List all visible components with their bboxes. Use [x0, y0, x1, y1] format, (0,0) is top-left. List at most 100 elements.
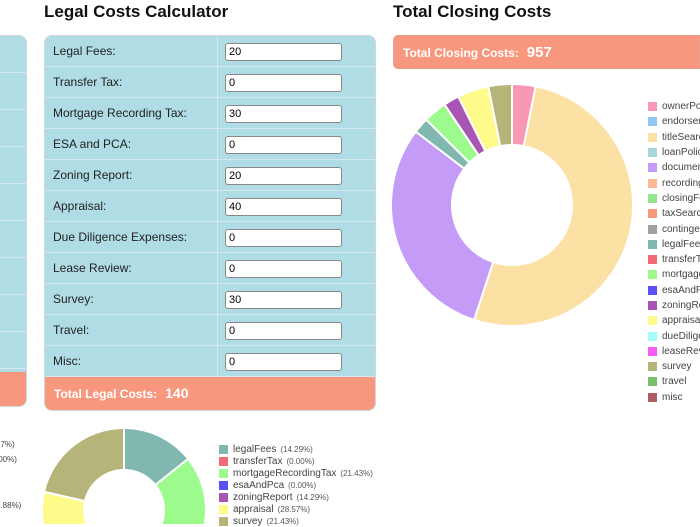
legend-percent: (14.29%): [296, 492, 329, 502]
legend-swatch: [648, 316, 657, 326]
legend-swatch: [648, 377, 657, 387]
legend-item[interactable]: travel: [648, 374, 700, 389]
calculator-title: Legal Costs Calculator: [44, 2, 229, 21]
donut-slice-documents[interactable]: [389, 130, 495, 322]
legend-swatch: [648, 285, 657, 295]
field-input[interactable]: [225, 74, 342, 92]
legend-item[interactable]: recordingFees: [648, 175, 700, 190]
legend-swatch: [648, 362, 657, 372]
left-partial-panel: [0, 35, 27, 407]
field-input[interactable]: [225, 353, 342, 371]
legend-swatch: [219, 468, 228, 478]
legend-item[interactable]: survey (21.43%): [219, 515, 373, 527]
field-input[interactable]: [225, 291, 342, 309]
legend-item[interactable]: contingency: [648, 221, 700, 236]
left-legend-partial: .00%): [0, 455, 17, 464]
field-input[interactable]: [225, 167, 342, 185]
closing-title: Total Closing Costs: [393, 2, 552, 21]
legend-label: travel: [662, 376, 687, 388]
field-row: Misc:: [45, 346, 375, 377]
legend-swatch: [648, 346, 657, 356]
legend-item[interactable]: closingFees: [648, 191, 700, 206]
total-legal-costs: Total Legal Costs: 140: [45, 377, 375, 410]
legend-swatch: [648, 392, 657, 402]
legend-percent: (14.29%): [280, 444, 313, 454]
legend-item[interactable]: endorsements: [648, 114, 700, 129]
field-label: Due Diligence Expenses:: [45, 222, 218, 252]
legend-swatch: [648, 178, 657, 188]
legend-percent: (21.43%): [266, 516, 299, 526]
legend-item[interactable]: transferTax: [648, 252, 700, 267]
field-label: Transfer Tax:: [45, 67, 218, 97]
legend-percent: (0.00%): [288, 480, 317, 490]
field-input[interactable]: [225, 322, 342, 340]
legend-item[interactable]: esaAndPca (0.00%): [219, 479, 373, 491]
legend-item[interactable]: esaAndPca: [648, 283, 700, 298]
field-label: ESA and PCA:: [45, 129, 218, 159]
field-input[interactable]: [225, 105, 342, 123]
legend-label: appraisal: [662, 315, 700, 327]
field-input[interactable]: [225, 260, 342, 278]
legend-item[interactable]: appraisal: [648, 313, 700, 328]
legend-swatch: [219, 516, 228, 526]
legend-item[interactable]: misc: [648, 390, 700, 405]
left-legend-partial: 67%): [0, 440, 15, 449]
legal-costs-calculator: Legal Fees:Transfer Tax:Mortgage Recordi…: [44, 35, 376, 411]
legend-label: transferTax: [662, 254, 700, 266]
legend-item[interactable]: legalFees: [648, 237, 700, 252]
legend-label: zoningReport: [662, 300, 700, 311]
legend-swatch: [648, 209, 657, 219]
field-row: ESA and PCA:: [45, 129, 375, 160]
donut-slice-survey[interactable]: [42, 426, 125, 503]
legend-item[interactable]: zoningReport (14.29%): [219, 491, 373, 503]
total-legal-costs-label: Total Legal Costs:: [54, 387, 158, 401]
legend-item[interactable]: mortgageRecordingTax (21.43%): [219, 467, 373, 479]
legend-item[interactable]: ownerPolicy: [648, 99, 700, 114]
legend-swatch: [219, 444, 228, 454]
legend-item[interactable]: taxSearch: [648, 206, 700, 221]
legend-swatch: [219, 504, 228, 514]
legend-swatch: [648, 163, 657, 173]
legend-item[interactable]: legalFees (14.29%): [219, 443, 373, 455]
legend-item[interactable]: leaseReview: [648, 344, 700, 359]
legend-label: taxSearch: [662, 208, 700, 220]
legend-item[interactable]: dueDiligenceExpenses: [648, 328, 700, 343]
legend-swatch: [648, 193, 657, 203]
legend-item[interactable]: documents: [648, 160, 700, 175]
field-row: Travel:: [45, 315, 375, 346]
legend-item[interactable]: zoningReport: [648, 298, 700, 313]
legend-item[interactable]: transferTax (0.00%): [219, 455, 373, 467]
legal-chart-legend: legalFees (14.29%) transferTax (0.00%) mortg…: [219, 443, 373, 527]
legend-label: documents: [662, 162, 700, 174]
legend-swatch: [648, 148, 657, 158]
legend-item[interactable]: loanPolicy: [648, 145, 700, 160]
legend-swatch: [648, 224, 657, 234]
field-input[interactable]: [225, 136, 342, 154]
field-label: Travel:: [45, 315, 218, 345]
left-partial-total: [0, 372, 26, 406]
legend-percent: (21.43%): [340, 468, 373, 478]
field-label: Mortgage Recording Tax:: [45, 98, 218, 128]
field-input[interactable]: [225, 198, 342, 216]
legend-item[interactable]: appraisal (28.57%): [219, 503, 373, 515]
legend-item[interactable]: mortgageRecordingTax: [648, 267, 700, 282]
legend-label: mortgageRecordingTax: [662, 269, 700, 281]
total-closing-value: 957: [526, 44, 552, 61]
legend-label: closingFees: [662, 192, 700, 204]
field-label: Zoning Report:: [45, 160, 218, 190]
legend-label: esaAndPca: [233, 479, 285, 491]
field-input[interactable]: [225, 43, 342, 61]
field-input[interactable]: [225, 229, 342, 247]
legend-item[interactable]: survey: [648, 359, 700, 374]
legend-item[interactable]: titleSearch: [648, 130, 700, 145]
field-label: Legal Fees:: [45, 36, 218, 66]
legend-swatch: [648, 132, 657, 142]
legend-label: titleSearch: [662, 131, 700, 143]
field-row: Survey:: [45, 284, 375, 315]
legend-swatch: [648, 117, 657, 127]
field-row: Zoning Report:: [45, 160, 375, 191]
donut-slice-survey[interactable]: [487, 82, 513, 148]
legend-swatch: [219, 456, 228, 466]
field-label: Misc:: [45, 346, 218, 376]
donut-slice-mortgageRecordingTax[interactable]: [153, 457, 208, 525]
